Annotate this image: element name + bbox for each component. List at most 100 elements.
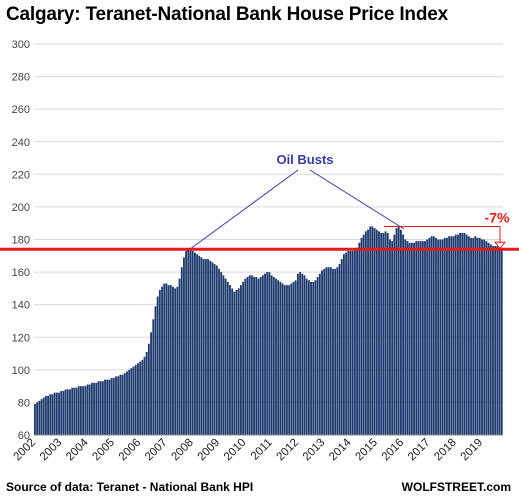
bar (200, 257, 203, 435)
bar (439, 239, 442, 435)
bar (261, 275, 264, 435)
bar (147, 343, 150, 435)
bar (380, 232, 383, 435)
bar (474, 236, 477, 435)
bar (316, 276, 319, 435)
bar (314, 280, 317, 435)
bar (498, 247, 501, 435)
bar (323, 268, 326, 435)
bar (369, 226, 372, 435)
y-axis-ticks: 60 80 100 120 140 160 180 200 220 240 260 280 300 (12, 39, 30, 442)
bar (99, 381, 102, 435)
bar (95, 382, 98, 435)
annotations: Oil Busts -7% (0, 152, 519, 253)
bar (51, 394, 54, 435)
bar (452, 236, 455, 435)
bar (77, 386, 80, 436)
x-tick-label: 2018 (432, 437, 459, 464)
bar (167, 285, 170, 435)
bar (141, 360, 144, 435)
bar (417, 241, 420, 435)
bar (123, 373, 126, 435)
bar (400, 229, 402, 435)
bar (165, 283, 168, 435)
bar (296, 273, 299, 435)
bar (226, 281, 229, 435)
bar (38, 400, 41, 435)
oil-busts-pointer-2015 (309, 169, 405, 230)
bar (196, 254, 199, 435)
bar (178, 278, 181, 435)
bar (40, 399, 43, 435)
bar (119, 374, 122, 435)
bar (42, 397, 45, 435)
bar (115, 376, 117, 435)
bar (389, 239, 391, 435)
bar (224, 278, 227, 435)
bar (345, 252, 348, 435)
bar (343, 254, 345, 435)
bar-series (34, 226, 503, 436)
bar (242, 281, 245, 435)
bar (492, 246, 494, 435)
bar (448, 236, 451, 435)
bar (143, 356, 146, 435)
x-tick-label: 2002 (12, 437, 39, 464)
bar (340, 259, 343, 435)
bar (268, 272, 271, 435)
bar (106, 379, 109, 435)
bar (172, 286, 174, 435)
bar (432, 236, 435, 435)
bar (299, 272, 302, 435)
bar (283, 285, 286, 435)
bar (209, 260, 212, 435)
bar (233, 291, 236, 435)
bar (336, 267, 339, 435)
x-tick-label: 2015 (353, 437, 380, 464)
bar (259, 276, 262, 435)
bar (410, 242, 413, 435)
x-tick-label: 2013 (301, 437, 328, 464)
bar (204, 259, 207, 435)
decline-arrow (493, 241, 507, 250)
bar (321, 270, 323, 435)
bar (117, 376, 120, 435)
bar (281, 283, 284, 435)
bar (255, 276, 258, 435)
x-tick-label: 2011 (249, 437, 275, 463)
bar (318, 273, 321, 435)
bar (183, 257, 185, 435)
y-tick-label: 280 (12, 72, 30, 84)
x-tick-label: 2003 (38, 437, 65, 464)
bar (207, 259, 209, 435)
y-tick-label: 80 (18, 397, 30, 409)
y-tick-label: 60 (18, 430, 30, 442)
bar (193, 252, 196, 435)
bar (266, 272, 269, 435)
bar (424, 241, 426, 435)
bar (71, 387, 74, 435)
bar (187, 249, 190, 435)
bar (329, 267, 332, 435)
bar (231, 288, 234, 436)
bar (367, 229, 369, 435)
bar (467, 236, 470, 435)
bar (454, 234, 457, 435)
bar (150, 332, 152, 435)
bar (500, 247, 503, 435)
bar (152, 319, 155, 435)
bar (132, 366, 135, 435)
bar (382, 232, 385, 435)
bar (156, 296, 159, 435)
y-tick-label: 100 (12, 365, 30, 377)
bar (75, 387, 78, 435)
bar (292, 281, 295, 435)
bar (272, 276, 275, 435)
bar (137, 363, 139, 435)
bar (353, 249, 356, 435)
bar (229, 285, 231, 435)
bar (36, 402, 39, 435)
bar (459, 232, 462, 435)
x-tick-label: 2007 (143, 437, 170, 464)
bar (413, 242, 415, 435)
